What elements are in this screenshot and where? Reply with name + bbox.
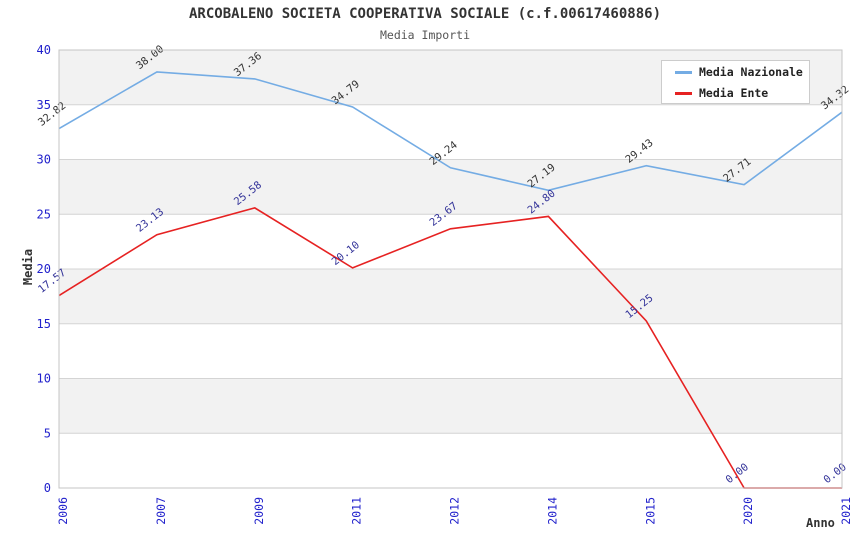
svg-text:0.00: 0.00 bbox=[821, 461, 848, 486]
svg-text:30: 30 bbox=[37, 153, 51, 167]
svg-text:2014: 2014 bbox=[545, 497, 559, 525]
legend-line-swatch-nazionale bbox=[675, 70, 692, 74]
plot-bands bbox=[59, 50, 842, 434]
svg-text:20: 20 bbox=[37, 262, 51, 276]
svg-text:2009: 2009 bbox=[252, 497, 266, 525]
chart-title: ARCOBALENO SOCIETA COOPERATIVA SOCIALE (… bbox=[188, 6, 661, 22]
x-axis-ticks: 2006 2007 2009 2011 2012 2014 2015 2020 2021 bbox=[56, 497, 850, 525]
svg-text:40: 40 bbox=[37, 43, 51, 57]
svg-text:15: 15 bbox=[37, 317, 51, 331]
chart-subtitle: Media Importi bbox=[379, 28, 470, 42]
series-line-1 bbox=[58, 207, 842, 489]
legend-item-media-nazionale: Media Nazionale bbox=[662, 62, 809, 82]
svg-text:2012: 2012 bbox=[448, 497, 462, 525]
svg-text:5: 5 bbox=[44, 426, 51, 440]
legend-label-ente: Media Ente bbox=[699, 86, 769, 100]
y-axis-title: Media bbox=[21, 248, 35, 286]
svg-text:2020: 2020 bbox=[741, 497, 755, 525]
plot-border bbox=[58, 49, 843, 489]
x-axis-title: Anno bbox=[806, 516, 835, 530]
legend-item-media-ente: Media Ente bbox=[662, 83, 809, 103]
svg-text:10: 10 bbox=[37, 372, 51, 386]
svg-text:2021: 2021 bbox=[839, 497, 850, 525]
svg-text:0.00: 0.00 bbox=[724, 461, 751, 486]
svg-text:0: 0 bbox=[44, 481, 51, 495]
svg-text:2011: 2011 bbox=[350, 497, 364, 525]
svg-text:25: 25 bbox=[37, 207, 51, 221]
svg-text:2007: 2007 bbox=[154, 497, 168, 525]
legend: Media Nazionale Media Ente bbox=[661, 60, 810, 104]
svg-text:2006: 2006 bbox=[56, 497, 70, 525]
svg-text:35: 35 bbox=[37, 98, 51, 112]
series-line-0 bbox=[58, 71, 843, 192]
legend-line-swatch-ente bbox=[675, 91, 692, 95]
legend-label-nazionale: Media Nazionale bbox=[699, 65, 803, 79]
svg-text:2015: 2015 bbox=[643, 497, 657, 525]
y-axis-ticks: 0 5 10 15 20 25 30 35 40 bbox=[37, 43, 51, 495]
